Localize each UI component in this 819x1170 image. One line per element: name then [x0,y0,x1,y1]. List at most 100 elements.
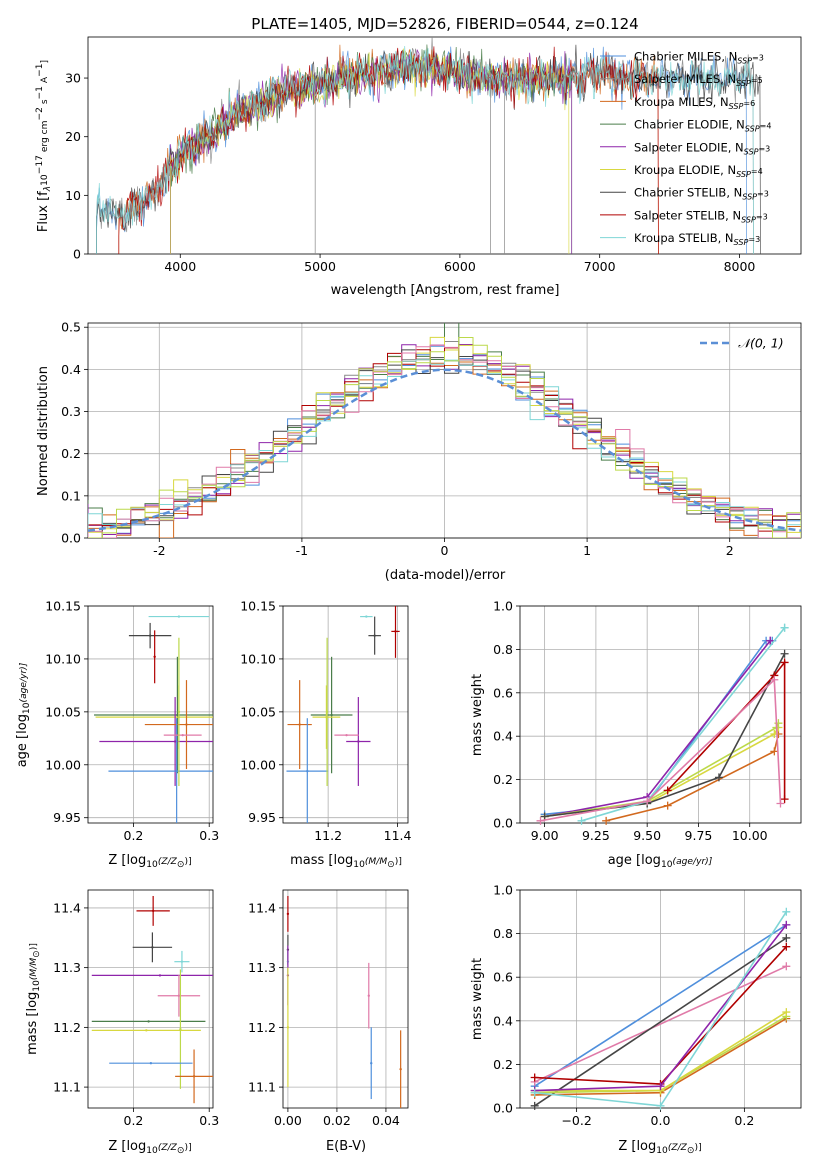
residual-ylabel: Normed distribution [36,366,51,496]
y-tick-label: 11.4 [248,900,276,915]
y-tick-label: 11.3 [248,960,276,975]
x-tick-label: 7000 [584,259,616,274]
histogram-step [88,337,801,538]
y-tick-label: 11.1 [248,1080,276,1095]
plus-marker [782,1008,791,1017]
plus-marker [663,786,672,795]
legend-label: Kroupa ELODIE, NSSP=4 [634,163,763,179]
legend-label: Salpeter STELIB, NSSP=3 [634,208,768,224]
plus-marker [782,942,791,951]
data-point [145,1029,148,1032]
x-tick-label: 0.3 [199,1113,219,1128]
x-tick-label: 9.50 [633,828,661,843]
plus-marker [780,795,789,804]
data-point [286,912,290,916]
data-point [325,710,329,714]
data-point [399,1067,402,1071]
data-point [173,740,177,743]
y-tick-label: 11.1 [53,1080,81,1095]
y-tick-label: 10.05 [240,704,276,719]
y-tick-label: 0.8 [493,926,513,941]
plot-frame [87,889,214,1109]
legend-label: Kroupa STELIB, NSSP=3 [634,231,760,247]
y-tick-label: 10.15 [45,599,81,614]
plus-marker [780,649,789,658]
axis-xlabel: Z [log10(Z/Z⊙)] [108,1139,191,1156]
plus-marker [663,801,672,810]
age-vs-metallicity-panel: 0.2 0.3 9.95 10.00 10.05 10.10 10.15 Z [log10(Z… [15,599,219,871]
x-tick-label: 6000 [444,259,476,274]
y-tick-label: 1.0 [493,883,513,898]
data-point [394,630,397,633]
y-tick-label: 0.4 [61,362,81,377]
data-point [177,994,181,997]
x-tick-label: 5000 [304,259,336,274]
x-tick-label: 0.04 [372,1113,400,1128]
plus-marker [540,812,549,821]
x-tick-label: 0 [441,543,449,558]
data-point [181,733,184,737]
data-point [148,634,152,637]
weight-line [605,733,780,822]
data-point [147,1020,150,1023]
y-tick-label: 0.2 [493,772,513,787]
plus-marker [656,1101,665,1110]
y-tick-label: 10.10 [240,651,276,666]
y-tick-label: 0.4 [493,729,513,744]
axis-xlabel: age [log10(age/yr)] [608,853,713,870]
weight-vs-age-panel: mass weight 9.00 9.25 9.50 9.75 10.00 0.0 0.2 0… [470,599,802,870]
x-tick-label: −0.2 [561,1113,591,1128]
spectrum-line [96,45,754,254]
weight-age-ylabel: mass weight [470,674,485,756]
plus-marker [530,1101,539,1110]
weight-vs-metallicity-panel: mass weight −0.2 0.0 0.2 0.0 0.2 0.4 0.6 0.8 1.0… [470,883,802,1156]
data-point [365,615,368,618]
plus-marker [780,623,789,632]
y-tick-label: 20 [65,129,81,144]
plus-marker [782,920,791,929]
weight-line [544,727,780,818]
plus-marker [782,907,791,916]
y-tick-label: 1.0 [493,599,513,614]
ebv-xlabel: E(B-V) [326,1139,366,1154]
plus-marker [766,636,775,645]
plot-frame [282,889,409,1109]
x-tick-label: 0.0 [651,1113,671,1128]
data-point [149,1062,153,1065]
data-point [330,713,333,717]
legend-label: Chabrier MILES, NSSP=3 [634,50,764,66]
y-tick-label: 0.6 [493,685,513,700]
x-tick-label: 0.02 [323,1113,351,1128]
y-tick-label: 0.1 [61,488,81,503]
weight-line [534,965,787,1083]
legend-label: Salpeter ELODIE, NSSP=3 [634,140,770,156]
spectrum-xlabel: wavelength [Angstrom, rest frame] [331,283,560,298]
spectrum-title: PLATE=1405, MJD=52826, FIBERID=0544, z=0… [251,15,638,33]
weight-z-ylabel: mass weight [470,958,485,1040]
y-tick-label: 10.05 [45,704,81,719]
y-tick-label: 9.95 [248,810,276,825]
y-tick-label: 10.10 [45,651,81,666]
data-point [177,710,181,714]
legend-label: 𝒩(0, 1) [738,336,784,351]
x-tick-label: 9.00 [531,828,559,843]
plus-marker [776,799,785,808]
spectrum-ylabel: Flux [fλ10−17 erg cm−2 s−1 A−1] [35,60,53,232]
x-tick-label: 9.75 [685,828,713,843]
plot-frame [519,605,802,824]
x-tick-label: 0.2 [124,828,144,843]
axis-ylabel: mass [log10(M/M⊙)] [25,943,42,1055]
data-point [153,655,156,659]
plus-marker [643,797,652,806]
data-point [175,769,178,773]
axis-xlabel: mass [log10(M/M⊙)] [290,853,402,870]
x-tick-label: 11.2 [314,828,342,843]
x-tick-label: 0.3 [199,828,219,843]
x-tick-label: 0.00 [274,1113,302,1128]
data-point [177,615,181,618]
weight-line [667,660,786,800]
y-tick-label: 10.00 [240,757,276,772]
data-point [180,960,184,963]
data-point [370,1062,373,1065]
y-tick-label: 0.0 [493,816,513,831]
